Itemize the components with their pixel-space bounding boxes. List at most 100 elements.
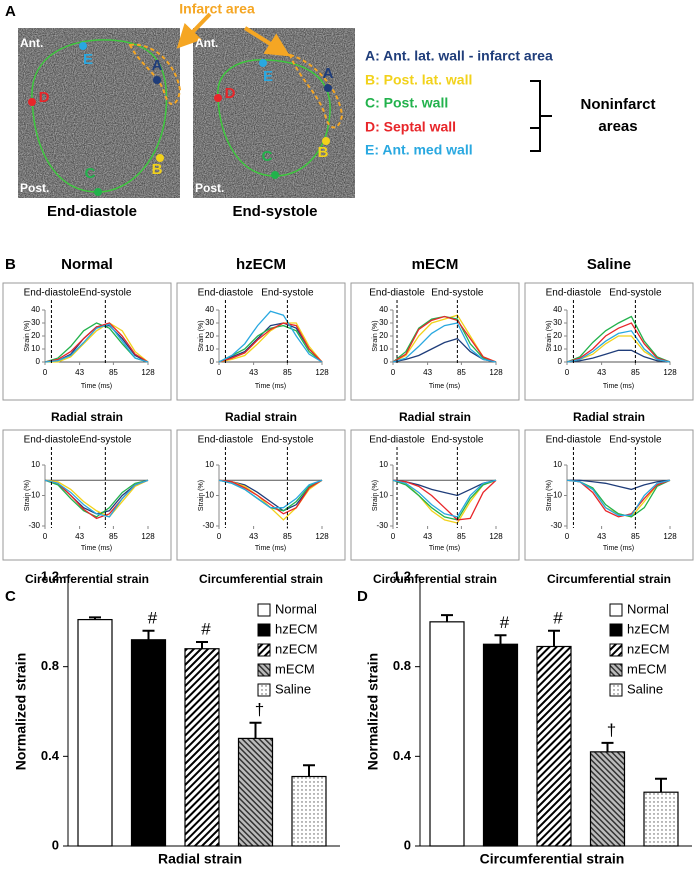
- legend-swatch: [257, 603, 271, 617]
- point-label: C: [85, 165, 96, 182]
- chart-caption: Radial strain: [399, 410, 471, 424]
- legend-label: hzECM: [627, 621, 670, 636]
- bar: [184, 648, 220, 847]
- chart-caption: Radial strain: [51, 410, 123, 424]
- bar: [643, 791, 679, 847]
- x-tick-label: 128: [141, 368, 155, 377]
- error-bar: [548, 629, 560, 647]
- wall-point: [322, 137, 330, 145]
- point-label: C: [262, 148, 273, 165]
- event-label: End-diastole: [546, 288, 602, 299]
- chart-caption: Circumferential strain: [373, 572, 497, 586]
- y-tick-label: 0: [384, 357, 389, 366]
- x-tick-label: 128: [663, 368, 677, 377]
- strain-line: [566, 322, 671, 363]
- y-tick-label: 20: [205, 331, 214, 340]
- y-tick-label: 10: [379, 460, 388, 469]
- corner-label: Post.: [195, 181, 224, 195]
- x-tick-label: 128: [663, 532, 677, 541]
- y-tick-label: -10: [202, 491, 214, 500]
- legend-swatch: [257, 663, 271, 677]
- x-tick-label: 43: [423, 368, 432, 377]
- strain-line: [392, 315, 497, 363]
- y-tick-label: 10: [205, 460, 214, 469]
- x-tick-label: 0: [43, 368, 48, 377]
- y-axis-label: Normalized strain: [365, 653, 381, 770]
- chart-frame: [2, 282, 172, 401]
- contour: [31, 39, 168, 193]
- x-tick-label: 0: [565, 532, 570, 541]
- column-title: Normal: [61, 256, 113, 273]
- legend-swatch: [609, 603, 623, 617]
- wall-legend: C: Post. wall: [365, 95, 448, 111]
- x-tick-label: 128: [315, 368, 329, 377]
- x-tick-label: 0: [43, 532, 48, 541]
- event-label: End-systole: [431, 288, 484, 299]
- chart-caption: Radial strain: [573, 410, 645, 424]
- arrow: [176, 12, 212, 49]
- point-label: B: [152, 161, 163, 178]
- event-label: End-systole: [261, 288, 314, 299]
- strain-line: [218, 479, 323, 509]
- event-label: End-systole: [431, 435, 484, 446]
- y-tick-label: 10: [553, 344, 562, 353]
- wall-point: [156, 154, 164, 162]
- strain-line: [566, 335, 671, 363]
- x-tick-label: 43: [597, 532, 606, 541]
- infarct-outline: [128, 43, 182, 105]
- column-title: hzECM: [236, 256, 286, 273]
- legend-label: Normal: [627, 601, 669, 616]
- chart-frame: [2, 429, 172, 561]
- y-tick-label: 40: [31, 305, 40, 314]
- group-label: areas: [598, 118, 637, 135]
- y-tick-label: 30: [205, 318, 214, 327]
- y-tick-label: 0: [52, 837, 59, 852]
- wall-point: [28, 98, 36, 106]
- x-tick-label: 0: [565, 368, 570, 377]
- wall-legend: A: Ant. lat. wall - infarct area: [365, 48, 553, 64]
- y-tick-label: -10: [376, 491, 388, 500]
- chart-frame: [524, 282, 694, 401]
- corner-label: Ant.: [195, 36, 218, 50]
- strain-line: [392, 479, 497, 521]
- legend-swatch: [257, 643, 271, 657]
- y-tick-label: 30: [31, 318, 40, 327]
- x-tick-label: 128: [489, 532, 503, 541]
- x-tick-label: 43: [249, 532, 258, 541]
- chart-caption: Circumferential strain: [25, 572, 149, 586]
- chart-frame: [524, 429, 694, 561]
- point-label: B: [318, 144, 329, 161]
- y-tick-label: 10: [553, 460, 562, 469]
- point-label: E: [83, 51, 93, 68]
- x-tick-label: 0: [217, 368, 222, 377]
- significance-mark: †: [607, 720, 616, 739]
- y-tick-label: 20: [379, 331, 388, 340]
- x-axis-label: Radial strain: [158, 851, 242, 867]
- x-axis-label: Time (ms): [429, 383, 460, 390]
- y-tick-label: 10: [205, 344, 214, 353]
- strain-line: [45, 322, 149, 363]
- x-tick-label: 43: [75, 368, 84, 377]
- x-axis-label: Time (ms): [429, 545, 460, 552]
- column-title: mECM: [412, 256, 459, 273]
- wall-point: [324, 84, 332, 92]
- strain-line: [392, 479, 497, 521]
- corner-label: Ant.: [20, 36, 43, 50]
- error-bar: [655, 777, 667, 793]
- legend-label: nzECM: [627, 641, 670, 656]
- y-tick-label: 0: [210, 357, 215, 366]
- x-tick-label: 85: [631, 368, 640, 377]
- error-bar: [249, 721, 262, 739]
- x-tick-label: 85: [457, 532, 466, 541]
- significance-mark: #: [201, 619, 211, 638]
- bar: [130, 639, 167, 847]
- y-tick-label: 30: [379, 318, 388, 327]
- y-axis-label: Normalized strain: [13, 653, 29, 770]
- event-label: End-diastole: [198, 435, 254, 446]
- strain-line: [566, 330, 671, 363]
- bar: [291, 775, 327, 847]
- y-tick-label: 10: [31, 460, 40, 469]
- bar: [482, 643, 519, 847]
- wall-point: [153, 76, 161, 84]
- strain-line: [218, 322, 323, 363]
